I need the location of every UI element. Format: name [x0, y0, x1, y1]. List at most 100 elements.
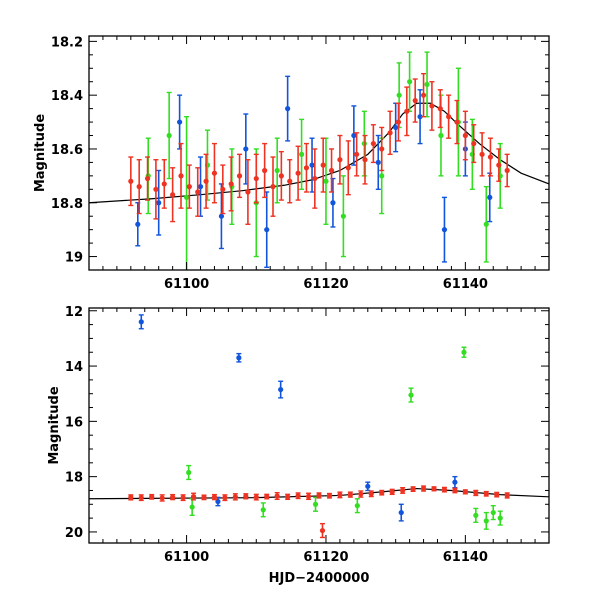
data-point [264, 227, 270, 233]
data-point [326, 493, 333, 499]
data-point [365, 483, 371, 489]
data-point [232, 494, 238, 500]
data-point [462, 132, 468, 139]
data-point [483, 518, 489, 524]
data-point [429, 103, 435, 109]
series-red [128, 72, 510, 225]
data-point [260, 507, 266, 513]
data-point [278, 173, 284, 179]
data-point [412, 97, 418, 104]
data-point [135, 221, 141, 227]
data-point [379, 490, 385, 496]
data-point [128, 494, 134, 500]
y-tick-label: 18.4 [51, 89, 83, 104]
data-point [287, 178, 293, 184]
data-point [393, 124, 399, 131]
data-point [398, 509, 404, 516]
data-point [128, 178, 134, 184]
data-point [387, 130, 393, 136]
data-point [487, 194, 493, 200]
data-point [138, 319, 144, 325]
data-point [189, 504, 195, 510]
data-point [328, 167, 335, 174]
data-point [420, 92, 427, 98]
y-axis-label: Magnitude [33, 114, 48, 193]
data-point [170, 494, 176, 500]
data-point [497, 515, 503, 521]
plot-frame [88, 307, 550, 544]
y-tick-label: 18 [65, 471, 83, 486]
data-point [166, 132, 172, 139]
data-point [404, 108, 410, 114]
data-point [262, 167, 268, 174]
data-point [138, 495, 144, 501]
data-point [337, 157, 343, 163]
data-point [504, 167, 510, 174]
data-point [253, 494, 259, 500]
data-point [177, 119, 183, 125]
data-point [437, 106, 443, 112]
data-point [351, 132, 357, 139]
data-point [295, 493, 301, 499]
plot-area [89, 51, 549, 270]
data-point [305, 493, 312, 499]
data-point [220, 186, 226, 192]
data-point [375, 159, 381, 166]
y-tick-label: 18.2 [51, 35, 83, 50]
plot-frame [88, 35, 550, 271]
data-point [330, 200, 336, 206]
data-point [438, 132, 444, 139]
data-point [358, 491, 364, 497]
data-point [345, 165, 351, 171]
x-tick-label: 61140 [443, 277, 488, 292]
data-point [278, 386, 284, 393]
data-point [178, 173, 184, 179]
data-point [274, 167, 280, 174]
data-point [303, 165, 310, 171]
data-point [462, 489, 468, 495]
data-point [471, 140, 477, 147]
data-point [243, 493, 249, 499]
data-point [197, 184, 204, 190]
data-point [319, 527, 326, 534]
data-point [149, 494, 155, 500]
data-point [285, 494, 291, 500]
data-point [379, 146, 385, 152]
data-point [347, 492, 353, 498]
data-point [396, 92, 402, 98]
bottom-panel: 61100 61120 61140 12 14 16 18 20 Magnitude HJD−24… [47, 305, 550, 586]
data-point [186, 469, 192, 476]
data-point [274, 493, 280, 499]
data-point [473, 512, 479, 518]
data-point [159, 495, 165, 501]
y-axis-label: Magnitude [47, 386, 62, 465]
data-point [490, 509, 496, 516]
data-point [417, 114, 423, 120]
data-point [354, 503, 360, 509]
data-point [285, 106, 291, 112]
data-point [368, 491, 374, 497]
x-tick-label: 61120 [303, 550, 348, 565]
data-point [395, 119, 402, 125]
y-tick-label: 19 [65, 251, 83, 266]
data-point [379, 173, 385, 179]
data-point [362, 157, 368, 163]
top-panel: 61100 61120 61140 18.2 18.4 18.6 18.8 19 Magnitu… [33, 35, 550, 292]
data-point [218, 213, 225, 219]
data-point [452, 487, 458, 494]
data-point [441, 227, 448, 233]
data-point [180, 495, 186, 501]
data-point [183, 194, 190, 200]
data-point [479, 151, 485, 157]
data-point [483, 491, 489, 497]
x-tick-label: 61100 [164, 277, 209, 292]
data-point [295, 170, 301, 176]
data-point [190, 493, 197, 500]
data-point [270, 184, 276, 190]
data-point [316, 492, 322, 499]
data-point [253, 175, 259, 182]
data-point [156, 200, 162, 206]
data-point [408, 392, 414, 398]
data-point [496, 162, 502, 168]
